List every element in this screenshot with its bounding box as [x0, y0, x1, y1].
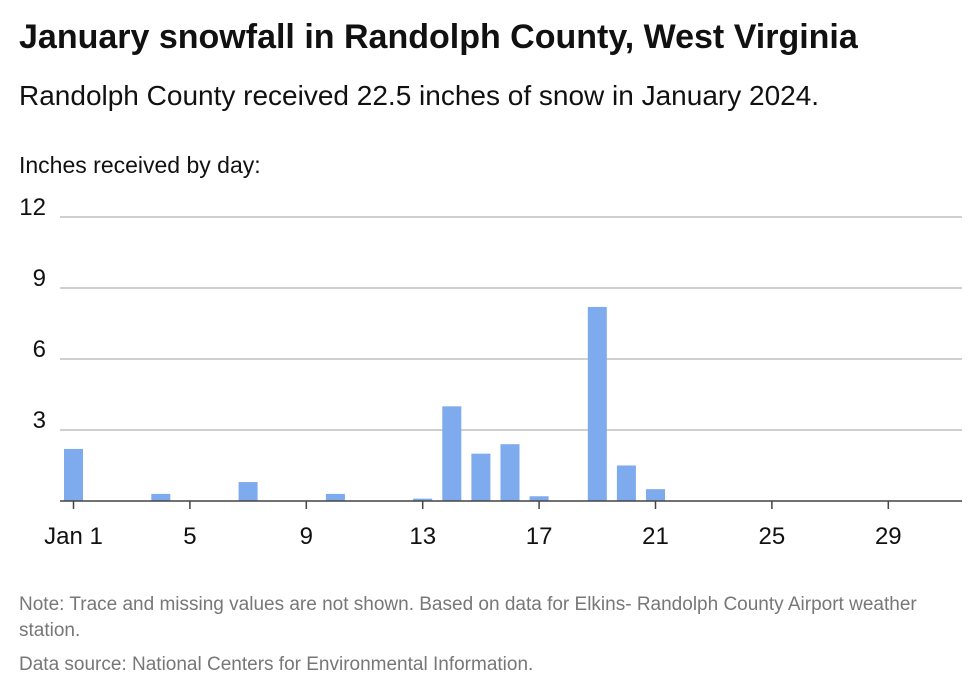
snowfall-bar-chart: 3 6 9 12 Jan 1 5 9 13 17 21 25 29 — [19, 194, 962, 550]
bar-day-14 — [442, 406, 462, 501]
chart-subtitle: Randolph County received 22.5 inches of … — [19, 80, 820, 111]
bar-day-21 — [646, 489, 665, 501]
y-axis-label: Inches received by day: — [19, 152, 261, 178]
bar-day-13 — [413, 498, 433, 501]
bar-day-17 — [529, 496, 549, 501]
y-tick-label: 12 — [19, 194, 46, 221]
chart-title: January snowfall in Randolph County, Wes… — [19, 18, 858, 56]
bars — [64, 306, 665, 501]
gridlines — [60, 216, 962, 431]
x-tick-label: 25 — [759, 523, 786, 550]
bar-day-4 — [151, 493, 171, 501]
bar-day-16 — [500, 444, 520, 501]
y-tick-label: 3 — [33, 407, 46, 434]
bar-day-19 — [587, 306, 607, 501]
x-tick-label: Jan 1 — [44, 523, 103, 550]
chart-note: Note: Trace and missing values are not s… — [19, 594, 917, 641]
x-tick-label: 21 — [642, 523, 669, 550]
x-tick-label: 29 — [875, 523, 902, 550]
y-tick-label: 6 — [33, 336, 46, 363]
bar-day-10 — [325, 493, 345, 501]
x-tick-label: 17 — [526, 523, 553, 550]
bar-day-7 — [238, 482, 258, 501]
y-axis-ticks: 3 6 9 12 — [19, 194, 46, 434]
bar-day-20 — [616, 465, 636, 501]
y-tick-label: 9 — [33, 265, 46, 292]
x-tick-label: 5 — [183, 523, 196, 550]
x-axis: Jan 1 5 9 13 17 21 25 29 — [44, 500, 962, 550]
x-tick-label: 9 — [300, 523, 313, 550]
bar-day-1 — [64, 448, 83, 501]
x-tick-label: 13 — [409, 523, 436, 550]
data-source: Data source: National Centers for Enviro… — [19, 654, 534, 675]
bar-day-15 — [471, 453, 491, 501]
